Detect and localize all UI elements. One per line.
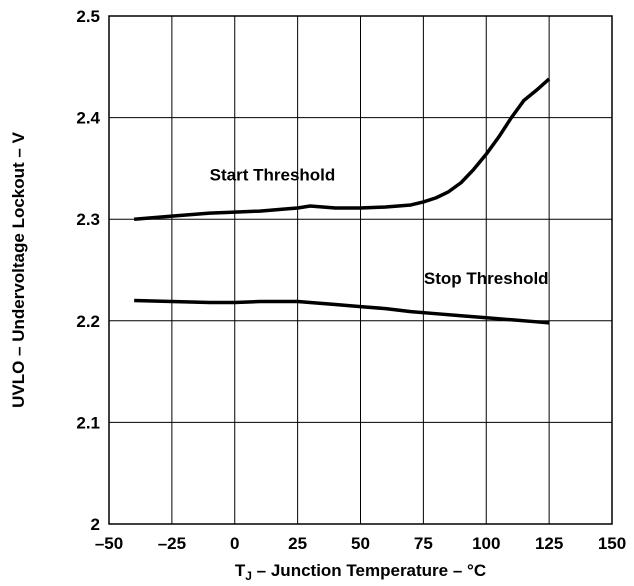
- x-tick-label: 150: [598, 534, 626, 553]
- series-label-stop-threshold: Stop Threshold: [424, 269, 549, 288]
- x-axis-title-subscript: J: [245, 569, 252, 583]
- y-tick-label: 2.5: [76, 7, 100, 26]
- x-tick-label: 0: [230, 534, 239, 553]
- x-tick-label: 100: [472, 534, 500, 553]
- grid-lines: [109, 16, 612, 524]
- x-tick-labels: –50 –25 0 25 50 75 100 125 150: [95, 534, 626, 553]
- x-axis-title-suffix: – Junction Temperature – °C: [252, 561, 486, 580]
- x-tick-label: 25: [288, 534, 307, 553]
- y-tick-label: 2.1: [76, 413, 100, 432]
- x-tick-label: 125: [535, 534, 563, 553]
- series-labels: Start Threshold Stop Threshold: [210, 166, 549, 289]
- y-tick-label: 2.4: [76, 109, 100, 128]
- y-tick-label: 2.3: [76, 210, 100, 229]
- x-tick-label: –50: [95, 534, 123, 553]
- y-tick-labels: 2 2.1 2.2 2.3 2.4 2.5: [76, 7, 100, 534]
- y-axis-title: UVLO – Undervoltage Lockout – V: [9, 131, 28, 407]
- x-tick-label: 50: [351, 534, 370, 553]
- x-axis-title-prefix: T: [235, 561, 246, 580]
- x-tick-label: –25: [158, 534, 186, 553]
- y-tick-label: 2.2: [76, 312, 100, 331]
- series-line-start-threshold: [134, 77, 551, 221]
- y-tick-label: 2: [91, 515, 100, 534]
- series-line-stop-threshold: [134, 298, 550, 325]
- x-tick-label: 75: [414, 534, 433, 553]
- x-axis-title: TJ – Junction Temperature – °C: [235, 561, 486, 583]
- plot-frame: [108, 15, 613, 525]
- series-lines: [134, 77, 551, 325]
- series-label-start-threshold: Start Threshold: [210, 166, 336, 185]
